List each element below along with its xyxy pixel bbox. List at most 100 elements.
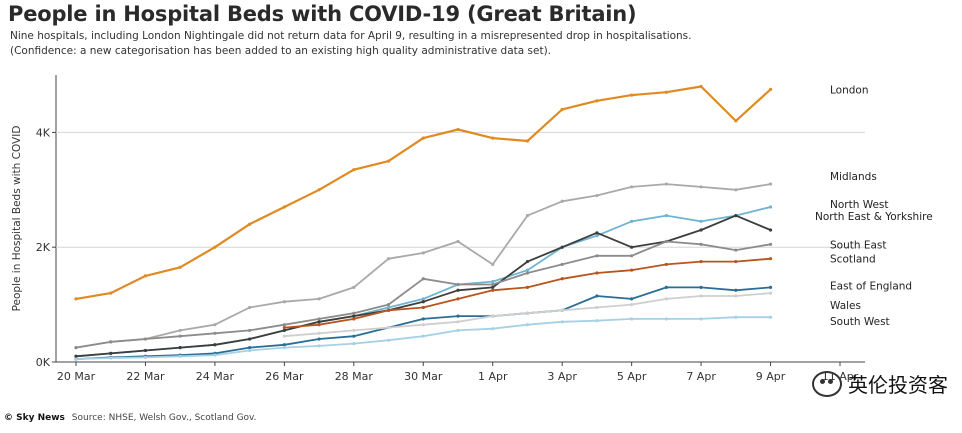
data-point bbox=[699, 228, 703, 232]
data-point bbox=[109, 356, 113, 360]
data-point bbox=[699, 259, 703, 264]
data-point bbox=[74, 354, 78, 358]
data-point bbox=[630, 219, 634, 223]
data-point bbox=[734, 214, 738, 218]
watermark: 英伦投资客 bbox=[812, 369, 948, 398]
data-point bbox=[282, 343, 286, 347]
chart-title: People in Hospital Beds with COVID-19 (G… bbox=[8, 2, 637, 26]
data-point bbox=[386, 257, 391, 261]
data-point bbox=[595, 234, 599, 238]
data-point bbox=[630, 317, 634, 321]
source-note: © Sky News Source: NHSE, Welsh Gov., Sco… bbox=[4, 413, 257, 423]
data-point bbox=[386, 305, 391, 310]
data-point bbox=[421, 277, 425, 281]
data-point bbox=[317, 317, 321, 321]
data-point bbox=[143, 274, 148, 278]
series-label-midlands: Midlands bbox=[830, 171, 877, 183]
data-point bbox=[595, 271, 599, 275]
data-point bbox=[74, 297, 78, 301]
data-point bbox=[734, 119, 738, 123]
data-point bbox=[213, 323, 217, 327]
data-point bbox=[282, 346, 286, 350]
data-point bbox=[560, 245, 564, 249]
data-point bbox=[664, 239, 668, 244]
data-point bbox=[491, 136, 495, 140]
data-point bbox=[74, 357, 78, 361]
data-point bbox=[630, 268, 634, 272]
data-point bbox=[525, 285, 530, 289]
data-point bbox=[491, 285, 495, 289]
data-point bbox=[421, 300, 425, 304]
x-tick-label: 7 Apr bbox=[686, 370, 716, 383]
y-axis-label: People in Hospital Beds with COVID bbox=[11, 126, 23, 312]
data-point bbox=[178, 334, 182, 338]
data-point bbox=[317, 320, 321, 324]
data-point bbox=[386, 325, 391, 330]
data-point bbox=[421, 334, 425, 338]
x-tick-label: 20 Mar bbox=[57, 370, 96, 383]
data-point bbox=[456, 320, 460, 324]
data-point bbox=[74, 346, 78, 350]
source-text: Source: NHSE, Welsh Gov., Scotland Gov. bbox=[71, 413, 257, 423]
chart-subtitle-line-1: Nine hospitals, including London Nightin… bbox=[10, 30, 692, 42]
data-point bbox=[352, 328, 356, 333]
data-point bbox=[768, 315, 773, 319]
data-point bbox=[768, 228, 773, 232]
data-point bbox=[595, 99, 599, 103]
data-point bbox=[421, 297, 425, 301]
data-point bbox=[456, 288, 460, 292]
data-point bbox=[734, 188, 738, 192]
data-point bbox=[421, 251, 425, 255]
x-tick-label: 3 Apr bbox=[547, 370, 577, 383]
x-tick-label: 1 Apr bbox=[478, 370, 508, 383]
data-point bbox=[560, 199, 564, 203]
data-point bbox=[768, 205, 773, 209]
data-point bbox=[595, 231, 599, 235]
data-point bbox=[630, 93, 634, 97]
data-point bbox=[317, 331, 321, 335]
data-point bbox=[768, 182, 773, 186]
data-point bbox=[734, 259, 738, 264]
data-point bbox=[664, 285, 668, 289]
series-line-north-west bbox=[75, 206, 771, 358]
series-label-north-east-yorkshire: North East & Yorkshire bbox=[815, 211, 933, 223]
y-tick-label: 0K bbox=[36, 356, 51, 369]
data-point bbox=[282, 325, 286, 330]
data-point bbox=[630, 254, 634, 258]
data-point bbox=[317, 297, 321, 301]
data-point bbox=[595, 305, 599, 310]
data-point bbox=[560, 277, 564, 281]
data-point bbox=[248, 337, 252, 341]
data-point bbox=[386, 338, 391, 342]
source-brand: © Sky News bbox=[4, 413, 65, 423]
data-point bbox=[768, 285, 773, 289]
data-point bbox=[213, 353, 217, 357]
series-label-scotland: Scotland bbox=[830, 254, 876, 266]
data-point bbox=[109, 340, 113, 344]
x-tick-label: 26 Mar bbox=[265, 370, 304, 383]
data-point bbox=[491, 288, 495, 292]
x-tick-label: 24 Mar bbox=[196, 370, 235, 383]
data-point bbox=[178, 346, 182, 350]
data-point bbox=[386, 303, 391, 307]
data-point bbox=[734, 315, 738, 319]
data-point bbox=[282, 328, 286, 333]
data-point bbox=[143, 355, 148, 360]
data-point bbox=[595, 254, 599, 258]
data-point bbox=[213, 331, 217, 335]
x-tick-label: 28 Mar bbox=[335, 370, 374, 383]
data-point bbox=[248, 305, 252, 310]
data-point bbox=[178, 328, 182, 333]
data-point bbox=[734, 294, 738, 298]
x-tick-label: 22 Mar bbox=[126, 370, 165, 383]
data-point bbox=[699, 294, 703, 298]
data-point bbox=[456, 297, 460, 301]
series-label-south-east: South East bbox=[830, 239, 887, 251]
data-point bbox=[525, 311, 530, 315]
data-point bbox=[595, 294, 599, 298]
data-point bbox=[491, 327, 495, 331]
data-point bbox=[386, 308, 391, 312]
data-point bbox=[282, 323, 286, 327]
y-tick-label: 2K bbox=[36, 241, 51, 254]
data-point bbox=[768, 242, 773, 246]
